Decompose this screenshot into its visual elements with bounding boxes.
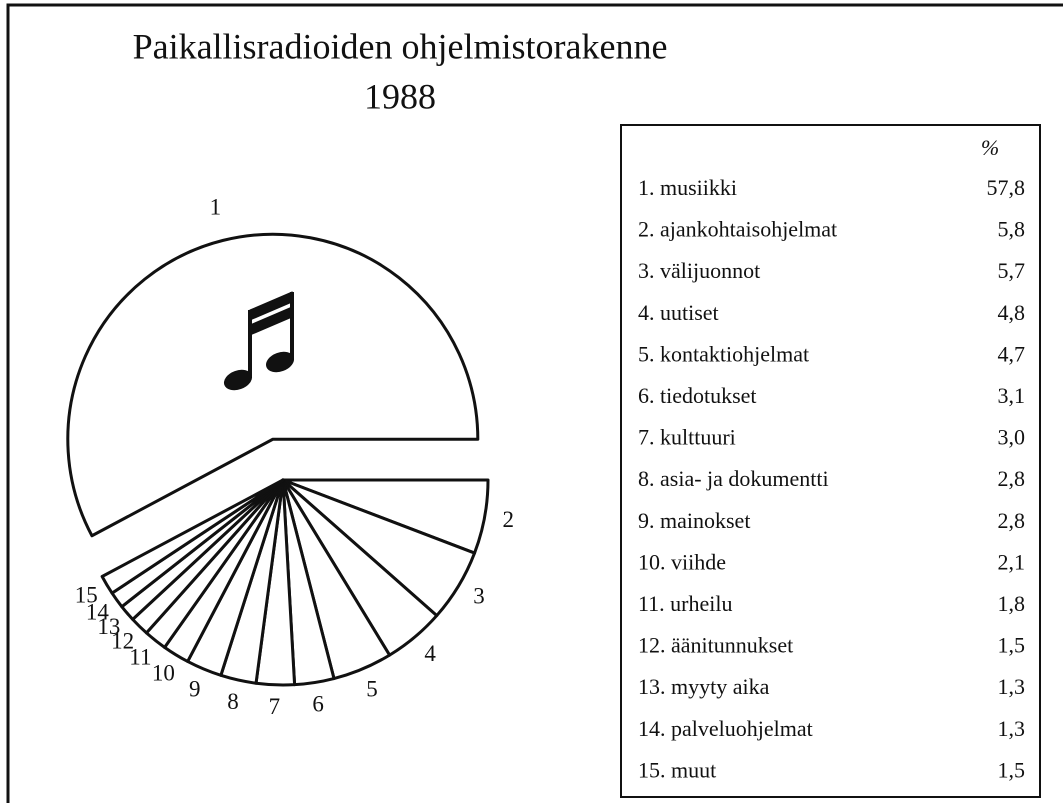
- legend-box: [620, 124, 1041, 798]
- slice-label: 12: [111, 629, 134, 654]
- legend-value: 1,8: [998, 591, 1026, 616]
- legend-value: 2,1: [998, 549, 1026, 574]
- pie-slice: [66, 232, 480, 538]
- pie: [66, 232, 490, 687]
- legend-header: %: [981, 135, 999, 160]
- slice-label: 2: [502, 507, 514, 532]
- legend-label: 8. asia- ja dokumentti: [638, 466, 829, 491]
- legend-label: 3. välijuonnot: [638, 258, 760, 283]
- legend-value: 4,8: [998, 300, 1026, 325]
- legend-label: 7. kulttuuri: [638, 425, 736, 450]
- legend-label: 14. palveluohjelmat: [638, 716, 813, 741]
- legend-label: 5. kontaktiohjelmat: [638, 341, 809, 366]
- legend-value: 1,3: [998, 716, 1026, 741]
- legend-value: 3,1: [998, 383, 1026, 408]
- legend-value: 2,8: [998, 466, 1026, 491]
- legend-value: 5,7: [998, 258, 1026, 283]
- legend-label: 6. tiedotukset: [638, 383, 757, 408]
- legend-value: 1,3: [998, 674, 1026, 699]
- legend-label: 10. viihde: [638, 549, 726, 574]
- slice-label: 8: [227, 689, 239, 714]
- legend-value: 5,8: [998, 217, 1026, 242]
- legend-value: 3,0: [998, 425, 1026, 450]
- legend-value: 4,7: [998, 341, 1026, 366]
- legend-value: 2,8: [998, 508, 1026, 533]
- legend-label: 4. uutiset: [638, 300, 719, 325]
- slice-label: 7: [269, 694, 281, 719]
- legend-label: 11. urheilu: [638, 591, 733, 616]
- slice-label: 9: [189, 677, 201, 702]
- chart-title: Paikallisradioiden ohjelmistorakenne: [133, 26, 668, 66]
- slice-label: 4: [424, 641, 436, 666]
- legend-value: 1,5: [998, 633, 1026, 658]
- legend-label: 1. musiikki: [638, 175, 737, 200]
- legend-label: 12. äänitunnukset: [638, 633, 793, 658]
- frame: [6, 3, 1063, 803]
- slice-label: 11: [129, 644, 151, 669]
- slice-label: 14: [86, 599, 110, 624]
- legend-value: 57,8: [987, 175, 1026, 200]
- slice-label: 1: [210, 195, 222, 220]
- legend-label: 15. muut: [638, 757, 716, 782]
- legend-label: 2. ajankohtaisohjelmat: [638, 217, 837, 242]
- slice-label: 13: [97, 614, 120, 639]
- slice-label: 10: [152, 661, 175, 686]
- legend-label: 13. myyty aika: [638, 674, 770, 699]
- slice-label: 3: [473, 584, 485, 609]
- slice-label: 5: [366, 676, 378, 701]
- legend-label: 9. mainokset: [638, 508, 750, 533]
- music-note-icon: [223, 291, 295, 391]
- pie-slice: [100, 478, 285, 595]
- slice-label: 6: [312, 692, 324, 717]
- slice-label: 15: [75, 582, 98, 607]
- legend-value: 1,5: [998, 757, 1026, 782]
- chart-subtitle: 1988: [364, 76, 436, 116]
